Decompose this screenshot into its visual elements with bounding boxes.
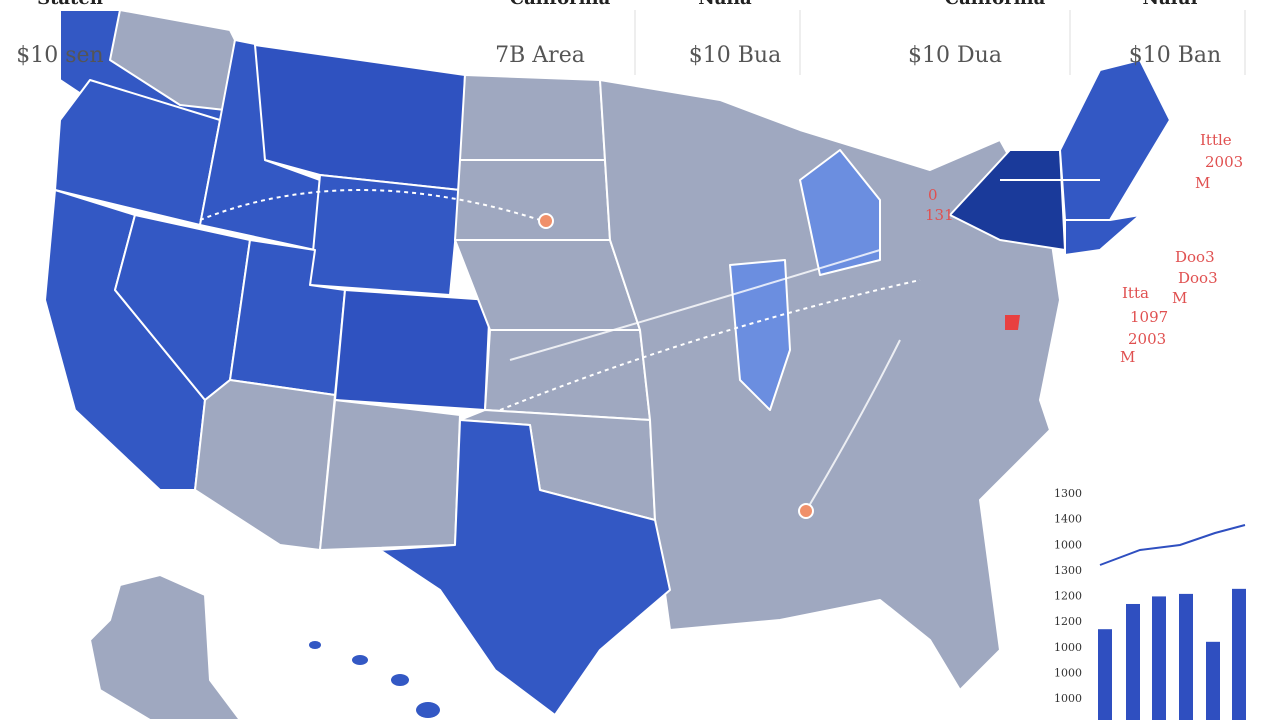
mini-chart: 1300 1400 1000 1300 1200 1200 1000 1000 1000 xyxy=(1054,487,1246,720)
state xyxy=(799,149,881,276)
tick-label: 1400 xyxy=(1054,513,1082,526)
state xyxy=(459,74,606,161)
bar xyxy=(1152,596,1166,720)
highlight xyxy=(1005,315,1020,330)
hawaii xyxy=(391,674,409,686)
tick-label: 1300 xyxy=(1054,564,1082,577)
tick-label: 1000 xyxy=(1054,641,1082,654)
route xyxy=(499,279,921,411)
bar xyxy=(1232,588,1246,720)
hawaii xyxy=(309,641,321,649)
state xyxy=(1064,214,1141,256)
bar xyxy=(1206,641,1220,720)
annotation: Itta xyxy=(1122,284,1149,302)
state xyxy=(454,159,611,241)
annotation: M xyxy=(1195,174,1210,192)
panel-title: California xyxy=(945,0,1046,9)
bar xyxy=(1126,603,1140,720)
alaska xyxy=(89,574,241,720)
header-panels: Staten $10 sen California 7B Area Nalia $10 B… xyxy=(16,0,1246,75)
route xyxy=(805,339,901,512)
panel-value: $10 Ban xyxy=(1129,43,1221,68)
state xyxy=(194,379,336,551)
marker xyxy=(798,503,814,519)
panel-title: California xyxy=(510,0,611,9)
panel-value: $10 Dua xyxy=(908,43,1002,68)
route xyxy=(199,189,541,221)
state xyxy=(949,149,1066,251)
annotation: Doo3 xyxy=(1178,269,1218,287)
state xyxy=(319,399,461,551)
state xyxy=(379,419,671,716)
state xyxy=(729,259,791,411)
tick-label: 1300 xyxy=(1054,487,1082,500)
annotation: 2003 xyxy=(1128,330,1166,348)
route xyxy=(509,249,881,361)
state xyxy=(309,174,461,296)
hawaii xyxy=(416,702,440,718)
tick-label: 1200 xyxy=(1054,615,1082,628)
state xyxy=(54,79,221,226)
state xyxy=(599,79,1061,691)
panel-title: Staten xyxy=(37,0,103,9)
bar xyxy=(1098,629,1112,720)
annotation: 2003 xyxy=(1205,153,1243,171)
marker xyxy=(538,213,554,229)
state xyxy=(1059,59,1171,221)
state xyxy=(334,289,491,411)
annotation: Doo3 xyxy=(1175,248,1215,266)
annotation: 1097 xyxy=(1130,308,1168,326)
panel-value: 7B Area xyxy=(495,43,585,68)
map xyxy=(44,9,1171,720)
hawaii xyxy=(352,655,368,665)
tick-label: 1000 xyxy=(1054,538,1082,551)
panel-title: Nalul xyxy=(1143,0,1198,9)
annotation: 131 xyxy=(925,206,954,224)
tick-label: 1000 xyxy=(1054,666,1082,679)
annotation: M xyxy=(1120,348,1135,366)
tick-label: 1200 xyxy=(1054,590,1082,603)
annotation: 0 xyxy=(928,186,938,204)
trend-line xyxy=(1099,524,1246,566)
panel-value: $10 Bua xyxy=(689,43,781,68)
panel-value: $10 sen xyxy=(16,43,103,68)
annotation: Ittle xyxy=(1200,131,1232,149)
panel-title: Nalia xyxy=(698,0,752,9)
bar xyxy=(1179,593,1193,720)
annotation: M xyxy=(1172,289,1187,307)
tick-label: 1000 xyxy=(1054,692,1082,705)
